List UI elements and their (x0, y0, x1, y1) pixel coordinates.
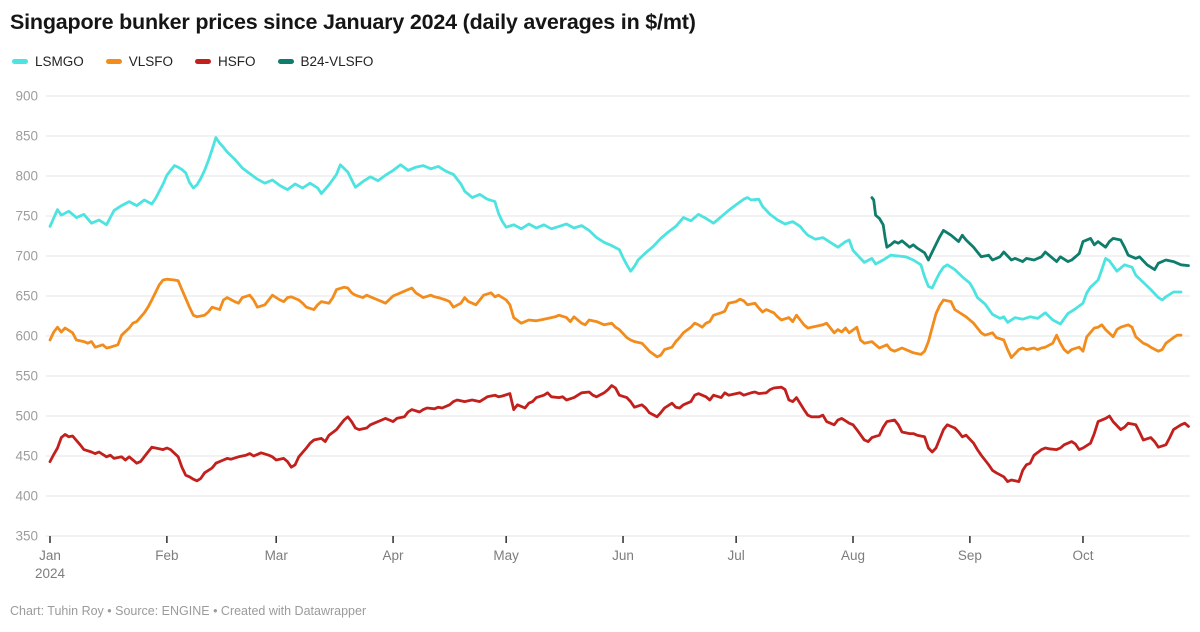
hsfo-swatch-icon (195, 59, 212, 64)
y-tick-label: 700 (15, 249, 38, 264)
x-tick-label: Feb (155, 548, 178, 563)
x-tick-label: Jun (612, 548, 634, 563)
y-tick-label: 750 (15, 209, 38, 224)
x-tick-label: Apr (383, 548, 405, 563)
series-path-hsfo (48, 384, 1190, 483)
y-tick-label: 550 (15, 369, 38, 384)
y-tick-label: 650 (15, 289, 38, 304)
x-tick-label: Jul (728, 548, 745, 563)
legend-item-b24-vlsfo: B24-VLSFO (277, 54, 374, 69)
page-title: Singapore bunker prices since January 20… (10, 10, 696, 34)
y-tick-label: 800 (15, 169, 38, 184)
legend-label: VLSFO (128, 54, 174, 69)
attribution-footer: Chart: Tuhin Roy • Source: ENGINE • Crea… (10, 604, 367, 618)
y-tick-label: 600 (15, 329, 38, 344)
x-tick-label: Jan (39, 548, 61, 563)
x-tick-label: Aug (841, 548, 865, 563)
legend-label: LSMGO (35, 54, 84, 69)
series-path-vlsfo (48, 277, 1183, 359)
x-tick-label: Oct (1072, 548, 1093, 563)
y-tick-label: 500 (15, 409, 38, 424)
legend-item-hsfo: HSFO (195, 54, 256, 69)
series-path-b24-vlsfo (870, 196, 1190, 271)
b24-vlsfo-swatch-icon (277, 59, 294, 64)
x-tick-label: Mar (265, 548, 289, 563)
legend-label: HSFO (218, 54, 256, 69)
x-tick-sublabel: 2024 (35, 566, 66, 581)
lsmgo-swatch-icon (12, 59, 28, 64)
y-tick-label: 450 (15, 449, 38, 464)
legend-label: B24-VLSFO (300, 54, 374, 69)
legend: LSMGO VLSFO HSFO B24-VLSFO (12, 54, 373, 69)
legend-item-lsmgo: LSMGO (12, 54, 84, 69)
x-tick-label: Sep (958, 548, 982, 563)
y-tick-label: 400 (15, 489, 38, 504)
y-tick-label: 850 (15, 129, 38, 144)
series-path-lsmgo (48, 136, 1183, 326)
x-tick-label: May (493, 548, 519, 563)
y-tick-label: 350 (15, 529, 38, 544)
y-tick-label: 900 (15, 89, 38, 104)
legend-item-vlsfo: VLSFO (105, 54, 174, 69)
vlsfo-swatch-icon (105, 59, 122, 64)
